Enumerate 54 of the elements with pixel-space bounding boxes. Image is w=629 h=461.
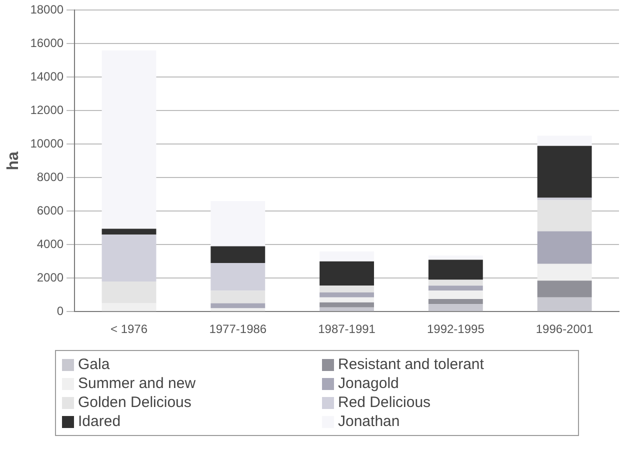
y-tick-label: 4000 xyxy=(36,236,64,251)
y-tick-label: 16000 xyxy=(30,36,64,50)
bar xyxy=(210,246,266,264)
bar xyxy=(537,231,592,264)
bar xyxy=(320,307,374,312)
bar xyxy=(428,280,483,286)
bar xyxy=(102,228,156,235)
x-tick-label: 1987-1991 xyxy=(318,322,376,336)
bar xyxy=(428,304,483,312)
legend-label: Resistant and tolerant xyxy=(338,355,484,374)
y-tick-label: 10000 xyxy=(30,136,64,150)
y-tick-label: 2000 xyxy=(36,270,64,284)
bar xyxy=(320,261,374,286)
bar xyxy=(210,303,266,308)
y-tick-label: 18000 xyxy=(30,2,64,17)
bar xyxy=(320,292,374,298)
y-tick-label: 8000 xyxy=(36,170,64,184)
bar xyxy=(320,302,374,308)
bar xyxy=(537,200,592,232)
y-axis-title: ha xyxy=(5,151,22,170)
legend-label: Jonathan xyxy=(338,412,400,431)
bar xyxy=(428,299,483,304)
bar xyxy=(537,136,592,146)
bar xyxy=(428,290,483,300)
bar xyxy=(537,280,592,298)
bar xyxy=(537,264,592,281)
bar xyxy=(537,297,592,312)
bar xyxy=(428,286,483,291)
y-tick-label: 12000 xyxy=(30,102,64,117)
bar xyxy=(102,50,156,229)
x-tick-label: 1992-1995 xyxy=(426,322,485,336)
bar xyxy=(102,234,156,282)
legend-label: Jonagold xyxy=(338,374,399,393)
bar xyxy=(320,251,374,262)
bar xyxy=(428,260,483,280)
x-tick-label: 1977-1986 xyxy=(209,322,267,336)
bar xyxy=(320,297,374,302)
bar xyxy=(320,286,374,292)
bar xyxy=(428,256,483,260)
legend-label: Summer and new xyxy=(78,374,196,393)
legend-label: Red Delicious xyxy=(338,393,431,412)
x-tick-label: < 1976 xyxy=(110,322,148,336)
y-tick-label: 14000 xyxy=(30,69,64,84)
bar xyxy=(537,146,592,198)
y-tick-label: 6000 xyxy=(36,203,64,218)
x-tick-label: 1996-2001 xyxy=(536,322,594,336)
legend-label: Idared xyxy=(78,412,121,431)
bar xyxy=(210,290,266,304)
bar xyxy=(537,198,592,200)
y-tick-label: 0 xyxy=(56,304,64,318)
legend-label: Gala xyxy=(78,355,110,374)
bar xyxy=(210,263,266,291)
bar xyxy=(210,201,266,246)
legend-label: Golden Delicious xyxy=(78,393,192,412)
